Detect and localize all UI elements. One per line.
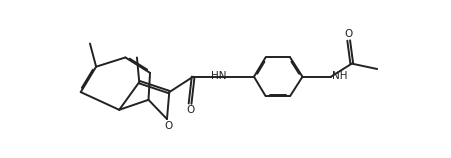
Text: O: O (164, 121, 172, 131)
Text: O: O (185, 105, 194, 115)
Text: NH: NH (331, 71, 346, 81)
Text: O: O (344, 29, 352, 39)
Text: HN: HN (210, 71, 226, 81)
